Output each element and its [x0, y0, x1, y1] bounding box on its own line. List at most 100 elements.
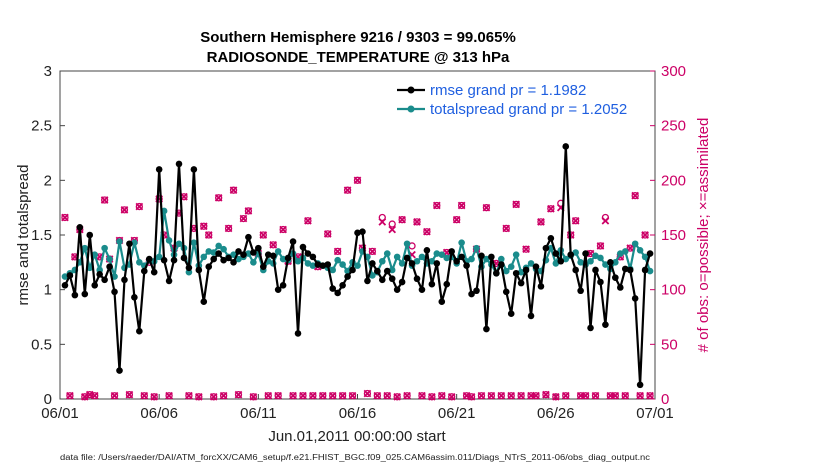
totalspread-point	[369, 272, 376, 279]
rmse-point	[349, 266, 356, 274]
obs-possible-marker	[289, 392, 297, 400]
totalspread-point	[131, 239, 138, 246]
obs-assimilated-marker	[537, 218, 545, 226]
rmse-point	[403, 254, 411, 262]
chart-subtitle: RADIOSONDE_TEMPERATURE @ 313 hPa	[207, 49, 510, 66]
x-tick-label: 06/16	[339, 405, 377, 422]
obs-assimilated-marker	[80, 392, 89, 401]
rmse-point	[81, 290, 89, 298]
obs-assimilated-marker	[274, 391, 283, 400]
rmse-point	[616, 284, 624, 291]
obs-possible-marker	[343, 186, 352, 194]
rmse-point	[517, 279, 525, 287]
rmse-point	[398, 278, 406, 286]
rmse-point	[592, 266, 599, 274]
legend-spread-label: totalspread grand pr = 1.2052	[430, 101, 627, 118]
totalspread-point	[597, 254, 604, 262]
obs-assimilated-marker	[512, 200, 521, 209]
rmse-point	[195, 266, 203, 274]
totalspread-point	[616, 250, 624, 257]
obs-possible-marker	[329, 392, 337, 400]
obs-assimilated-marker	[219, 391, 228, 400]
obs-assimilated-marker	[551, 392, 560, 401]
rmse-point	[304, 250, 312, 257]
rmse-point	[587, 324, 594, 332]
obs-assimilated-marker	[373, 391, 382, 400]
obs-assimilated-marker	[497, 391, 506, 400]
x-tick-label: 06/01	[41, 405, 79, 422]
x-tick-label: 06/06	[140, 405, 178, 422]
obs-possible-marker	[200, 222, 208, 230]
x-tick-label: 07/01	[636, 405, 674, 422]
rmse-point	[547, 234, 555, 242]
totalspread-point	[294, 257, 302, 265]
totalspread-point	[200, 253, 208, 261]
rmse-point	[324, 261, 332, 268]
obs-assimilated-marker	[259, 231, 268, 239]
right-y-tick-label: 0	[661, 391, 669, 408]
rmse-point	[507, 310, 515, 318]
x-tick-label: 06/26	[537, 405, 575, 422]
totalspread-point	[116, 238, 123, 245]
obs-assimilated-marker	[204, 231, 213, 239]
obs-possible-marker	[562, 392, 570, 400]
obs-assimilated-marker	[338, 391, 347, 400]
obs-assimilated-marker	[304, 216, 312, 225]
obs-possible-marker	[324, 230, 332, 238]
obs-assimilated-marker	[631, 191, 640, 200]
obs-possible-marker	[576, 392, 585, 400]
totalspread-point	[106, 255, 113, 263]
obs-assimilated-marker	[368, 247, 377, 256]
obs-possible-marker	[457, 201, 466, 210]
obs-possible-marker	[368, 247, 377, 256]
obs-possible-marker	[423, 228, 431, 236]
legend: rmse grand pr = 1.1982 totalspread grand…	[397, 82, 627, 118]
legend-spread-marker	[407, 105, 415, 113]
obs-assimilated-marker	[323, 230, 332, 238]
obs-possible-marker	[135, 202, 143, 211]
obs-assimilated-marker	[135, 202, 144, 211]
obs-assimilated-marker	[125, 390, 134, 399]
obs-assimilated-marker	[522, 245, 530, 254]
obs-assimilated-marker	[110, 391, 119, 400]
rmse-series	[61, 143, 654, 389]
right-axis-ticks: 0 50 100 150 200 250 300	[650, 63, 686, 408]
rmse-point	[458, 253, 465, 261]
obs-assimilated-marker	[269, 241, 278, 249]
x-tick-label: 06/21	[438, 405, 476, 422]
totalspread-point	[587, 257, 594, 265]
totalspread-point	[612, 259, 619, 266]
obs-possible-marker	[433, 201, 441, 210]
totalspread-point	[646, 267, 654, 275]
obs-possible-marker	[507, 392, 515, 400]
rmse-point	[245, 233, 252, 241]
obs-assimilated-marker	[66, 391, 74, 400]
totalspread-point	[428, 257, 436, 265]
right-y-tick-label: 50	[661, 336, 678, 353]
totalspread-point	[165, 237, 173, 244]
rmse-point	[309, 253, 317, 261]
obs-assimilated-marker	[209, 392, 218, 401]
chart-title: Southern Hemisphere 9216 / 9303 = 99.065…	[200, 29, 516, 46]
obs-assimilated-marker	[482, 203, 491, 212]
rmse-point	[473, 287, 480, 295]
obs-possible-marker	[195, 393, 203, 401]
totalspread-point	[81, 244, 89, 252]
obs-assimilated-marker	[239, 214, 248, 223]
rmse-point	[359, 228, 366, 236]
totalspread-point	[309, 262, 317, 269]
rmse-point	[383, 267, 391, 275]
totalspread-point	[497, 255, 505, 263]
rmse-point	[354, 229, 361, 237]
obs-possible-marker	[621, 392, 629, 400]
rmse-point	[577, 287, 584, 295]
rmse-point	[641, 266, 649, 274]
totalspread-point	[562, 255, 570, 263]
obs-possible-marker	[646, 392, 654, 400]
obs-possible-marker	[205, 231, 213, 239]
obs-assimilated-marker	[333, 247, 342, 256]
rmse-point	[488, 253, 495, 261]
rmse-point	[230, 259, 237, 266]
obs-possible-marker	[641, 231, 649, 239]
rmse-point	[329, 285, 337, 292]
